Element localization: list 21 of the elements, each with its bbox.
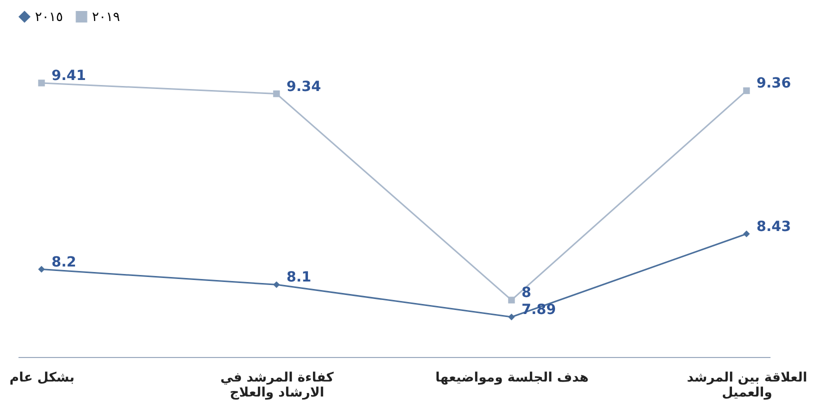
data-label: 8.1 bbox=[286, 270, 312, 286]
point bbox=[38, 266, 45, 273]
x-tick-label: هدف الجلسة ومواضيعها bbox=[435, 370, 589, 386]
data-label: 8.43 bbox=[756, 218, 792, 235]
data-label: 8.2 bbox=[52, 254, 76, 270]
legend-label: ٢٠١٥ bbox=[35, 10, 63, 25]
data-label: 9.36 bbox=[756, 76, 792, 92]
data-label: 9.34 bbox=[286, 78, 322, 95]
point bbox=[273, 90, 280, 98]
x-tick-label: العلاقة بين المرشد والعميل bbox=[686, 370, 808, 400]
point bbox=[508, 314, 515, 320]
point bbox=[743, 230, 750, 238]
legend-label: ٢٠١٩ bbox=[92, 10, 120, 25]
x-tick-label: بشكل عام bbox=[9, 370, 75, 386]
data-label: 8 bbox=[522, 285, 532, 302]
x-tick-label: كفاءة المرشد في الارشاد والعلاج bbox=[220, 370, 334, 400]
point bbox=[273, 281, 280, 288]
point bbox=[743, 87, 750, 94]
data-label: 9.41 bbox=[52, 68, 86, 84]
point bbox=[508, 296, 515, 304]
point bbox=[38, 80, 45, 86]
